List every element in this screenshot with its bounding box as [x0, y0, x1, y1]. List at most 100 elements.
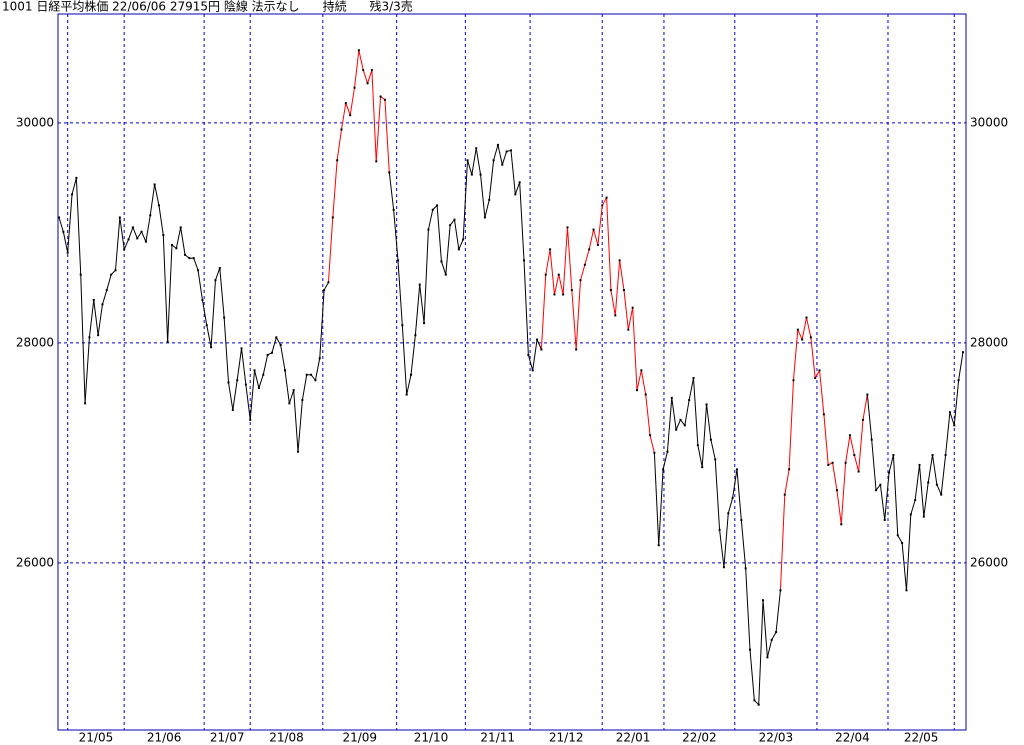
line-segment — [558, 274, 564, 295]
data-point — [227, 381, 230, 384]
line-segment — [427, 209, 434, 230]
data-point — [444, 273, 447, 276]
line-segment — [632, 307, 638, 391]
data-point — [814, 377, 817, 380]
data-point — [236, 379, 239, 382]
data-point — [640, 369, 643, 372]
data-point — [262, 373, 265, 376]
line-segment — [67, 194, 73, 253]
data-point — [396, 259, 399, 262]
line-segment — [123, 239, 129, 250]
line-segment — [701, 404, 708, 468]
data-point — [301, 399, 304, 402]
y-tick-label: 26000 — [16, 555, 54, 569]
line-segment — [271, 337, 277, 353]
line-segment — [484, 199, 490, 218]
data-point — [557, 273, 560, 276]
line-segment — [536, 339, 542, 350]
line-segment — [462, 160, 469, 240]
line-segment — [62, 231, 69, 253]
line-segment — [866, 394, 873, 440]
data-point — [792, 379, 795, 382]
line-segment — [910, 499, 916, 515]
line-segment — [762, 600, 768, 658]
data-point — [57, 216, 60, 219]
line-segment — [540, 274, 547, 350]
data-point — [870, 438, 873, 441]
line-segment — [327, 217, 334, 283]
data-point — [727, 512, 730, 515]
line-segment — [949, 411, 955, 426]
data-point — [101, 303, 104, 306]
data-point — [149, 214, 152, 217]
x-tick-label: 22/04 — [835, 731, 870, 745]
data-point — [210, 346, 213, 349]
x-tick-label: 21/05 — [79, 731, 114, 745]
line-segment — [958, 352, 964, 381]
line-segment — [814, 370, 820, 379]
line-segment — [710, 439, 716, 460]
data-point — [953, 424, 956, 427]
data-point — [566, 226, 569, 229]
line-segment — [719, 529, 725, 568]
line-segment — [414, 284, 421, 336]
data-point — [662, 468, 665, 471]
line-segment — [280, 344, 286, 371]
data-point — [766, 656, 769, 659]
data-point — [675, 428, 678, 431]
line-segment — [845, 435, 851, 463]
data-point — [749, 648, 752, 651]
data-point — [562, 293, 565, 296]
data-point — [822, 413, 825, 416]
data-point — [644, 393, 647, 396]
data-point — [961, 351, 964, 354]
data-point — [622, 289, 625, 292]
data-point — [540, 348, 543, 351]
x-tick-label: 21/09 — [342, 731, 377, 745]
chart-title: 1001 日経平均株価 22/06/06 27915円 陰線 法示なし 持続 残… — [2, 0, 413, 14]
line-segment — [653, 452, 660, 546]
data-point — [410, 373, 413, 376]
line-segment — [71, 177, 77, 195]
line-segment — [197, 270, 203, 301]
line-segment — [797, 329, 803, 340]
line-segment — [932, 454, 938, 485]
data-point — [79, 273, 82, 276]
line-segment — [275, 337, 282, 346]
line-segment — [597, 205, 603, 246]
line-segment — [936, 484, 942, 495]
x-tick-label: 22/03 — [759, 731, 794, 745]
line-segment — [566, 227, 573, 291]
line-segment — [453, 219, 460, 250]
data-point — [392, 208, 395, 211]
line-segment — [758, 600, 764, 705]
line-segment — [801, 317, 807, 340]
line-segment — [527, 354, 534, 371]
line-segment — [375, 96, 382, 162]
line-segment — [736, 469, 742, 520]
data-point — [679, 418, 682, 421]
data-point — [223, 316, 226, 319]
line-segment — [553, 274, 560, 295]
line-segment — [480, 174, 486, 218]
line-segment — [340, 103, 347, 130]
line-segment — [84, 337, 90, 404]
data-point — [488, 198, 491, 201]
line-segment — [219, 268, 225, 318]
line-segment — [132, 227, 138, 239]
data-point — [283, 369, 286, 372]
line-segment — [514, 182, 521, 195]
data-point — [909, 513, 912, 516]
line-segment — [610, 289, 616, 316]
data-point — [683, 424, 686, 427]
line-segment — [853, 454, 860, 472]
data-point — [462, 238, 465, 241]
data-point — [496, 143, 499, 146]
data-point — [162, 234, 165, 237]
line-segment — [488, 160, 495, 200]
line-segment — [858, 419, 864, 472]
line-segment — [923, 482, 929, 517]
data-point — [249, 418, 252, 421]
data-point — [549, 248, 552, 251]
line-segment — [288, 389, 295, 404]
